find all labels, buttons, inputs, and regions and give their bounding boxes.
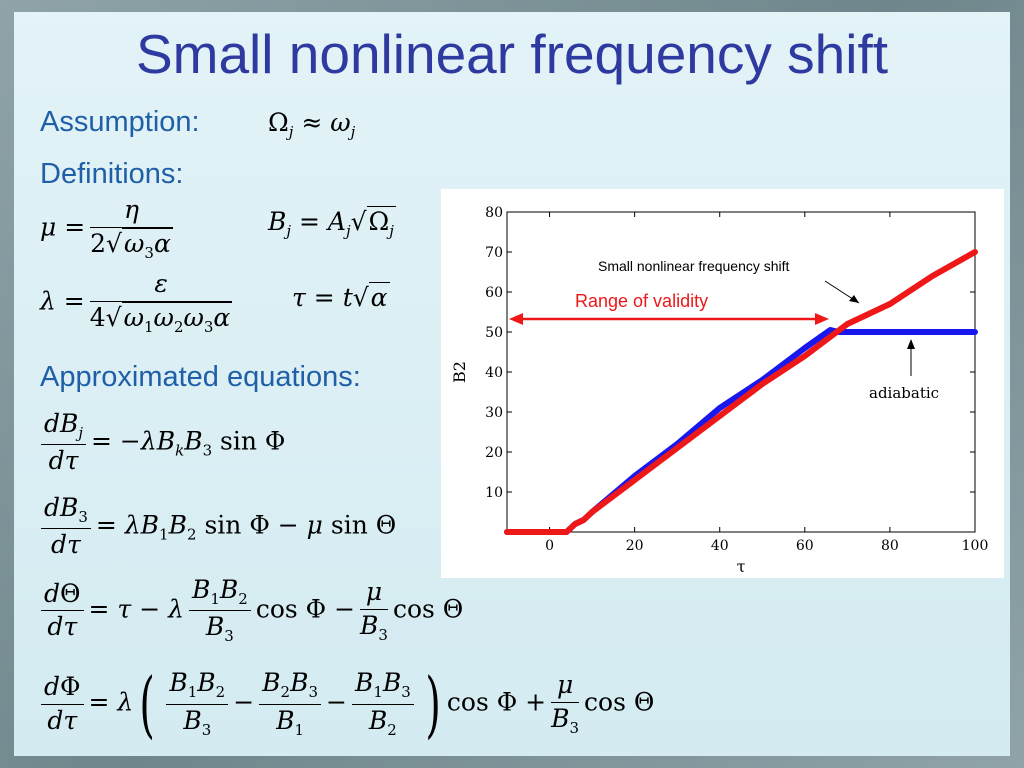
y-tick-label: 20 (485, 445, 503, 461)
equation-dbj: dBj dτ = −λBkB3 sin Φ (36, 409, 285, 476)
shift-arrow-head (849, 295, 859, 303)
x-tick-label: 0 (545, 538, 554, 554)
y-tick-label: 40 (485, 365, 503, 381)
x-tick-label: 100 (962, 538, 989, 554)
y-tick-label: 10 (485, 485, 503, 501)
x-tick-label: 20 (626, 538, 644, 554)
equation-dtheta: dΘ dτ = τ − λ B1B2 B3 cos Φ − μ B3 cos Θ (36, 575, 463, 646)
y-tick-label: 50 (485, 325, 503, 341)
adiabatic-arrow-head (907, 339, 915, 349)
validity-annotation: Range of validity (575, 291, 708, 311)
adiabatic-annotation: adiabatic (869, 384, 939, 402)
b-definition: Bj = Aj√Ωj (268, 206, 396, 240)
x-tick-label: 40 (711, 538, 729, 554)
validity-arrow-head-left (509, 313, 523, 325)
definitions-label: Definitions: (40, 158, 184, 190)
series-line-0 (504, 327, 978, 535)
validity-arrow-head-right (815, 313, 829, 325)
assumption-label: Assumption: (40, 106, 200, 138)
y-axis-label: B2 (450, 361, 469, 383)
approximated-label: Approximated equations: (40, 361, 361, 393)
lambda-definition: λ = ε 4√ω1ω2ω3α (40, 269, 233, 336)
x-tick-label: 80 (881, 538, 899, 554)
shift-annotation: Small nonlinear frequency shift (598, 258, 790, 274)
y-tick-label: 80 (485, 205, 503, 221)
mu-definition: μ = η 2√ω3α (40, 195, 173, 262)
slide-title: Small nonlinear frequency shift (135, 23, 889, 85)
tau-definition: τ = t√α (292, 282, 390, 312)
y-tick-label: 70 (485, 245, 503, 261)
assumption-equation: Ωj ≈ ωj (268, 108, 356, 141)
x-axis-label: τ (737, 557, 746, 576)
y-tick-label: 60 (485, 285, 503, 301)
y-tick-label: 30 (485, 405, 503, 421)
x-tick-label: 60 (796, 538, 814, 554)
chart-panel: 0 20 40 60 80 100 10 20 30 40 50 60 70 80 τ B2 Small non… (441, 189, 1004, 578)
equation-dphi: dΦ dτ = λ(B1B2 B3− B2B3 B1− B1B3 B2) cos Φ + μ B3 c… (36, 668, 654, 740)
series-line-1 (504, 249, 978, 535)
equation-db3: dB3 dτ = λB1B2 sin Φ − μ sin Θ (36, 493, 396, 560)
chart-svg: 0 20 40 60 80 100 10 20 30 40 50 60 70 80 τ B2 Small non… (450, 205, 989, 576)
